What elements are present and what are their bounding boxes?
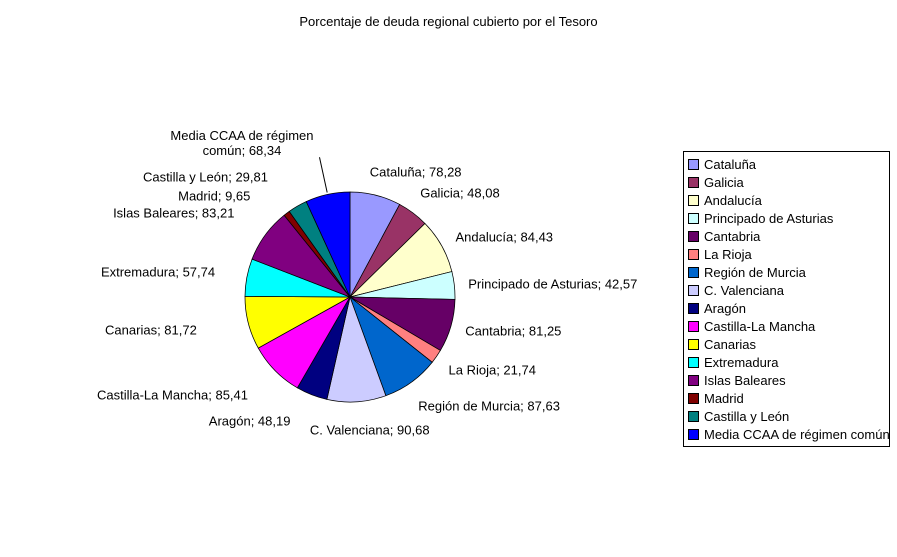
legend-swatch — [688, 302, 699, 314]
slice-label: Andalucía; 84,43 — [455, 229, 554, 245]
legend-swatch — [688, 212, 699, 224]
slice-label: Extremadura; 57,74 — [100, 264, 216, 280]
legend-swatch — [688, 284, 699, 296]
legend-label: Aragón — [704, 300, 746, 316]
legend-item: Canarias — [688, 335, 885, 353]
legend-label: Andalucía — [704, 192, 762, 208]
slice-label: Castilla y León; 29,81 — [142, 169, 268, 185]
legend-swatch — [688, 428, 699, 440]
legend-item: Castilla y León — [688, 407, 885, 425]
legend-item: Galicia — [688, 173, 885, 191]
slice-label: Región de Murcia; 87,63 — [418, 398, 560, 414]
legend-swatch — [688, 320, 699, 332]
legend-item: Extremadura — [688, 353, 885, 371]
legend-item: Islas Baleares — [688, 371, 885, 389]
legend-swatch — [688, 374, 699, 386]
legend-label: Extremadura — [704, 354, 779, 370]
legend-swatch — [688, 410, 699, 422]
slice-label: C. Valenciana; 90,68 — [309, 422, 430, 438]
slice-label: Media CCAA de régimen común; 68,34 — [170, 127, 314, 158]
legend-swatch — [688, 194, 699, 206]
legend-item: La Rioja — [688, 245, 885, 263]
legend-label: Cantabria — [704, 228, 761, 244]
legend-swatch — [688, 356, 699, 368]
slice-label: Cataluña; 78,28 — [369, 164, 462, 180]
legend-label: Región de Murcia — [704, 264, 806, 280]
legend-items: Cataluña Galicia Andalucía Principado de As… — [688, 155, 890, 443]
legend-label: Media CCAA de régimen común — [704, 426, 890, 442]
slice-label: Castilla-La Mancha; 85,41 — [96, 387, 248, 403]
legend-item: Castilla-La Mancha — [688, 317, 885, 335]
legend-swatch — [688, 230, 699, 242]
slice-label: Galicia; 48,08 — [420, 185, 500, 201]
slice-label: Cantabria; 81,25 — [465, 323, 562, 339]
legend-label: Madrid — [704, 390, 744, 406]
label-leader-line — [319, 157, 328, 193]
legend-label: Cataluña — [704, 156, 757, 172]
slice-label: Canarias; 81,72 — [105, 322, 197, 338]
legend-label: C. Valenciana — [704, 282, 784, 298]
legend-label: Canarias — [704, 336, 757, 352]
legend-item: Andalucía — [688, 191, 885, 209]
legend-label: Galicia — [704, 174, 744, 190]
legend-swatch — [688, 158, 699, 170]
legend-item: Principado de Asturias — [688, 209, 885, 227]
legend-swatch — [688, 266, 699, 278]
legend-label: Castilla-La Mancha — [704, 318, 816, 334]
legend-item: Cataluña — [688, 155, 885, 173]
legend-label: Principado de Asturias — [704, 210, 834, 226]
slice-label: Madrid; 9,65 — [178, 188, 251, 204]
legend-swatch — [688, 338, 699, 350]
slice-label: Aragón; 48,19 — [208, 413, 291, 429]
legend-label: La Rioja — [704, 246, 752, 262]
legend-item: Región de Murcia — [688, 263, 885, 281]
legend-swatch — [688, 392, 699, 404]
slice-label: Islas Baleares; 83,21 — [113, 205, 235, 221]
legend-item: C. Valenciana — [688, 281, 885, 299]
legend-swatch — [688, 248, 699, 260]
chart-title: Porcentaje de deuda regional cubierto po… — [299, 14, 598, 29]
legend-label: Castilla y León — [704, 408, 790, 424]
legend-swatch — [688, 176, 699, 188]
legend-item: Media CCAA de régimen común — [688, 425, 890, 443]
legend-item: Madrid — [688, 389, 885, 407]
slice-label: La Rioja; 21,74 — [448, 362, 536, 378]
pie-slice — [305, 191, 351, 298]
legend-label: Islas Baleares — [704, 372, 786, 388]
legend-item: Aragón — [688, 299, 885, 317]
legend: Cataluña Galicia Andalucía Principado de As… — [683, 151, 890, 447]
legend-item: Cantabria — [688, 227, 885, 245]
slice-label: Principado de Asturias; 42,57 — [468, 276, 638, 291]
